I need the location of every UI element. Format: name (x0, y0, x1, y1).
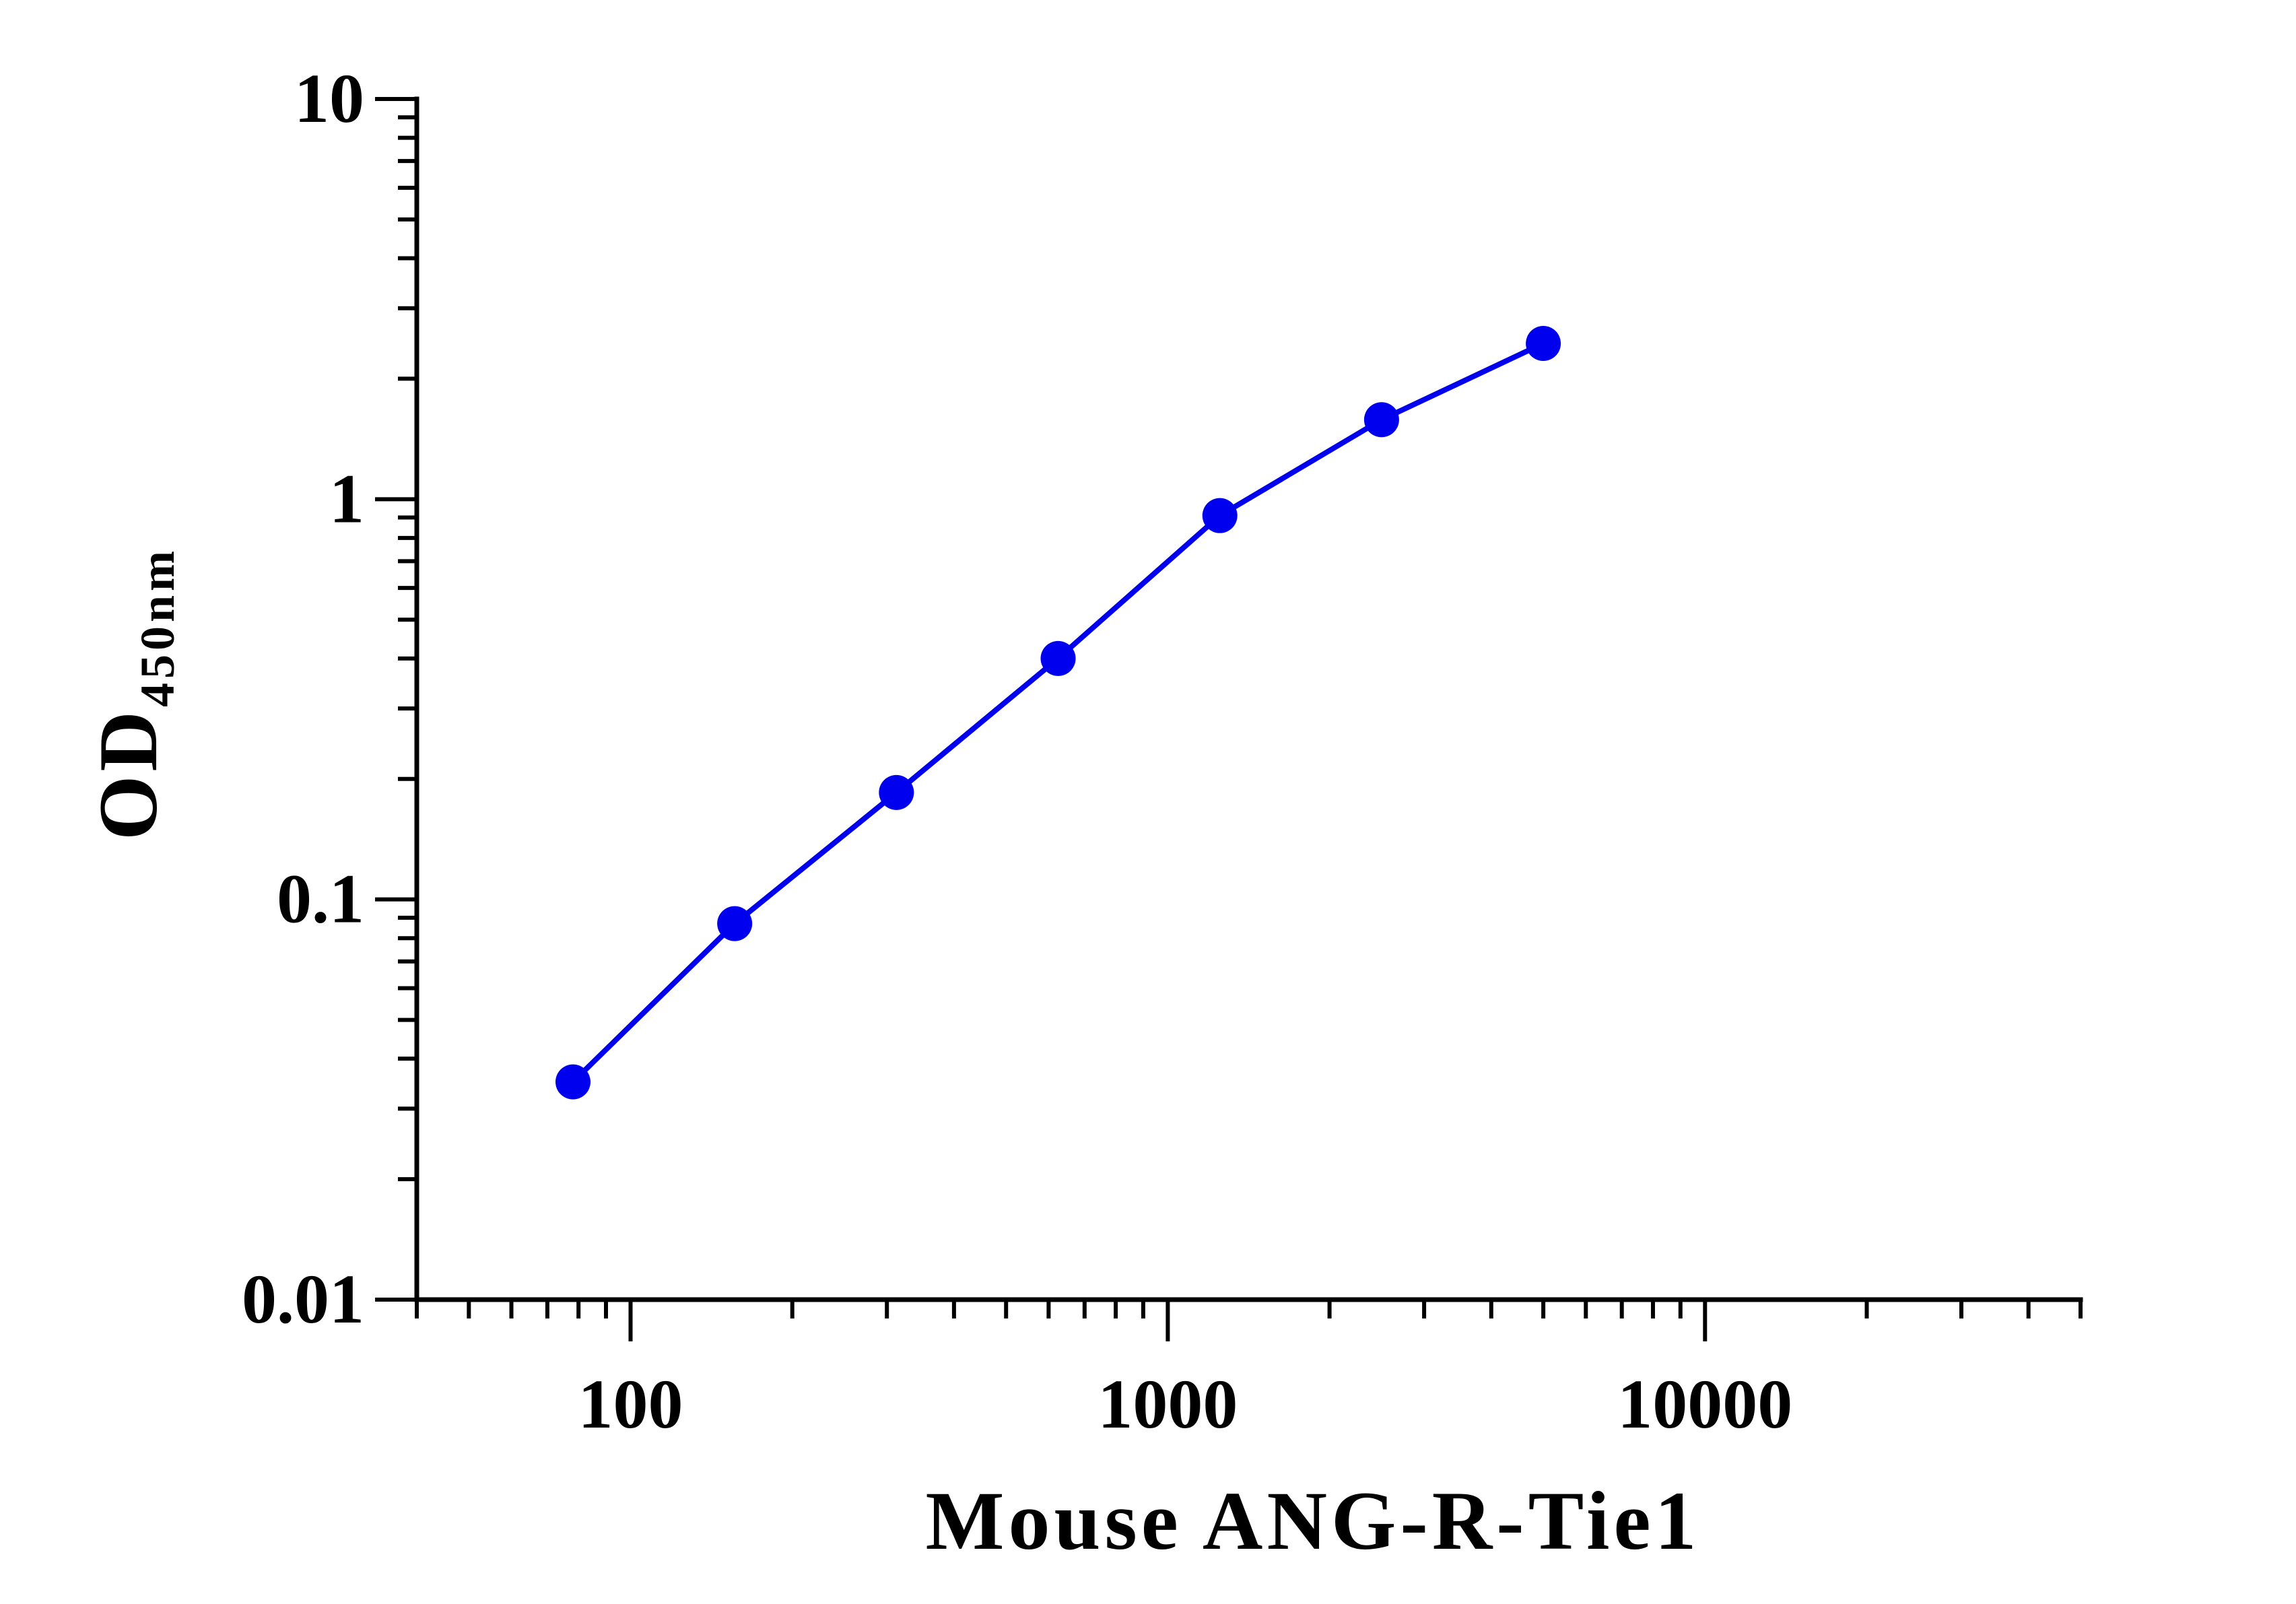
x-tick-label: 1000 (1098, 1366, 1238, 1443)
data-point (1526, 326, 1561, 362)
data-point (1363, 402, 1399, 438)
data-point (1202, 498, 1238, 533)
series-line (570, 341, 1547, 1085)
y-tick-label: 1 (329, 460, 364, 537)
x-tick-label: 100 (578, 1366, 683, 1443)
y-tick-label: 0.01 (242, 1261, 364, 1338)
x-tick-label: 10000 (1617, 1366, 1792, 1443)
series-layer (555, 326, 1561, 1100)
y-axis-title-main: OD (82, 707, 174, 840)
y-axis: 0.01 0.1 1 10 (242, 60, 419, 1338)
data-point (717, 906, 753, 941)
data-point (879, 774, 914, 810)
y-tick-label: 10 (294, 60, 364, 137)
y-tick-label: 0.1 (277, 861, 364, 938)
y-axis-title: OD450nm (82, 547, 184, 840)
y-axis-title-subscript: 450nm (131, 547, 184, 707)
x-axis-title: Mouse ANG-R-Tie1 (925, 1475, 1700, 1567)
data-point (555, 1064, 590, 1100)
x-axis: 100 1000 10000 (414, 1297, 2083, 1443)
data-point (1040, 640, 1076, 676)
